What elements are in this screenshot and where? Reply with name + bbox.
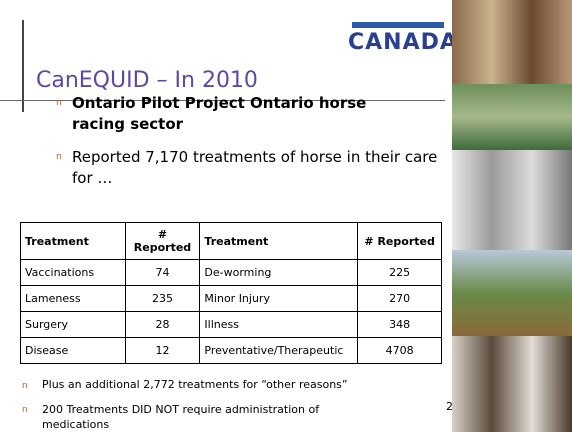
note: 200 Treatments DID NOT require administr… <box>42 402 342 432</box>
table-cell: 12 <box>125 338 200 364</box>
header-cell: # Reported <box>125 223 200 260</box>
note: Plus an additional 2,772 treatments for … <box>42 378 348 391</box>
table-cell: 235 <box>125 286 200 312</box>
bullet-marker: n <box>56 152 62 162</box>
slide: CANADA CanEQUID – In 2010 n Ontario Pilo… <box>0 0 572 432</box>
table-cell: Disease <box>21 338 126 364</box>
header-cell: # Reported <box>358 223 442 260</box>
bullet: Ontario Pilot Project Ontario horse raci… <box>72 93 392 135</box>
table-cell: Minor Injury <box>200 286 358 312</box>
photo <box>452 0 572 84</box>
table-cell: 348 <box>358 312 442 338</box>
table-cell: De-worming <box>200 260 358 286</box>
table-cell: Surgery <box>21 312 126 338</box>
table-cell: Lameness <box>21 286 126 312</box>
logo-band <box>352 22 444 28</box>
table-cell: 28 <box>125 312 200 338</box>
table-cell: 74 <box>125 260 200 286</box>
bullet-marker: n <box>22 381 28 391</box>
table-cell: Vaccinations <box>21 260 126 286</box>
photo <box>452 250 572 336</box>
photo <box>452 84 572 150</box>
title: CanEQUID – In 2010 <box>36 68 258 93</box>
rule-vertical <box>22 20 24 112</box>
table: Treatment # Reported Treatment # Reporte… <box>20 222 442 364</box>
bullet-marker: n <box>22 405 28 415</box>
table-cell: Illness <box>200 312 358 338</box>
photo <box>452 336 572 432</box>
table-cell: 4708 <box>358 338 442 364</box>
header-cell: Treatment <box>200 223 358 260</box>
table-cell: Preventative/Therapeutic <box>200 338 358 364</box>
photo <box>452 150 572 250</box>
logo: CANADA <box>348 30 458 55</box>
table-cell: 225 <box>358 260 442 286</box>
header-cell: Treatment <box>21 223 126 260</box>
table-cell: 270 <box>358 286 442 312</box>
bullet-marker: n <box>56 98 62 108</box>
bullet: Reported 7,170 treatments of horse in th… <box>72 147 452 189</box>
